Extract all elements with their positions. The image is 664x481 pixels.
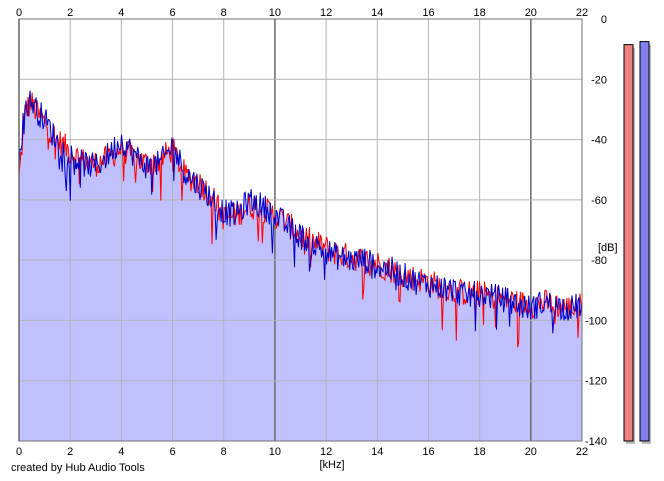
level-meter-right <box>639 41 650 442</box>
x-tick-label-bottom: 0 <box>16 446 22 458</box>
y-tick-label: -40 <box>591 135 607 147</box>
x-tick-label-top: 6 <box>169 7 175 19</box>
credit-label: created by Hub Audio Tools <box>11 462 145 474</box>
x-tick-label-top: 14 <box>371 7 383 19</box>
x-tick-label-bottom: 22 <box>576 446 588 458</box>
level-meter-left <box>623 44 634 442</box>
y-tick-label: 0 <box>601 14 607 26</box>
y-tick-label: -80 <box>591 255 607 267</box>
y-tick-label: -20 <box>591 74 607 86</box>
x-tick-label-top: 4 <box>118 7 124 19</box>
x-tick-label-top: 2 <box>67 7 73 19</box>
x-tick-label-bottom: 10 <box>269 446 281 458</box>
spectrum-area-fill <box>19 90 582 441</box>
x-tick-label-bottom: 2 <box>67 446 73 458</box>
spectrum-series <box>18 90 583 348</box>
x-tick-label-bottom: 12 <box>320 446 332 458</box>
level-meters <box>623 41 651 444</box>
right-channel-trace <box>18 90 583 334</box>
x-tick-label-bottom: 4 <box>118 446 124 458</box>
x-tick-label-bottom: 6 <box>169 446 175 458</box>
y-tick-label: -120 <box>585 376 607 388</box>
y-tick-labels: 0 -20 -40 -60 -80 -100 -120 -140 <box>585 14 607 448</box>
x-tick-labels-top: 0 2 4 6 8 10 12 14 16 18 20 22 <box>16 7 588 19</box>
y-tick-label: -100 <box>585 315 607 327</box>
x-tick-label-bottom: 16 <box>422 446 434 458</box>
x-tick-label-top: 18 <box>474 7 486 19</box>
x-tick-label-top: 16 <box>422 7 434 19</box>
x-tick-label-bottom: 8 <box>221 446 227 458</box>
x-tick-label-top: 22 <box>576 7 588 19</box>
x-tick-label-bottom: 20 <box>525 446 537 458</box>
x-tick-labels-bottom: 0 2 4 6 8 10 12 14 16 18 20 22 <box>16 446 588 458</box>
x-tick-label-top: 0 <box>16 7 22 19</box>
y-axis-label: [dB] <box>598 242 618 254</box>
plot-frame <box>18 18 583 442</box>
y-tick-label: -140 <box>585 436 607 448</box>
y-tick-label: -60 <box>591 195 607 207</box>
x-tick-label-top: 12 <box>320 7 332 19</box>
x-tick-label-bottom: 18 <box>474 446 486 458</box>
x-tick-label-top: 8 <box>221 7 227 19</box>
left-channel-trace <box>18 92 583 348</box>
x-tick-label-bottom: 14 <box>371 446 383 458</box>
x-tick-label-top: 10 <box>269 7 281 19</box>
x-axis-label: [kHz] <box>319 459 344 471</box>
x-tick-label-top: 20 <box>525 7 537 19</box>
